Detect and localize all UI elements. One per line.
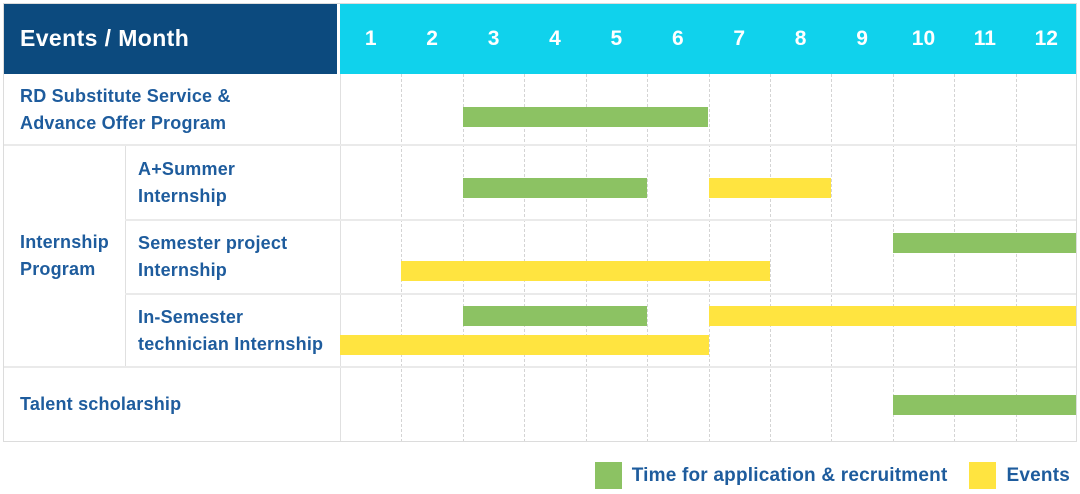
gridline-month-5 [647,74,649,442]
row-label-rd-substitute-service-line-2: Advance Offer Program [20,112,227,133]
month-header-4: 4 [549,26,561,50]
month-header-12: 12 [1034,26,1058,50]
month-header-6: 6 [671,26,684,50]
gridline-row-1-2 [3,144,1077,146]
month-header-8: 8 [794,26,807,50]
gridline-month-7 [769,74,771,442]
legend-swatch-events-icon [969,462,997,489]
gridline-month-2 [462,74,464,442]
gridline-month-8 [831,74,833,442]
gridline-month-4 [585,74,587,442]
bar-event-months-2-7 [401,261,770,281]
row-label-semester-project-internship: Semester project Internship [125,220,340,294]
month-header-1: 1 [364,26,377,50]
row-label-in-semester-technician-internship-line-1: In-Semester [138,306,244,327]
month-header-10: 10 [911,26,936,50]
month-header-2: 2 [426,26,438,50]
bar-recruitment-months-3-5 [462,178,648,198]
gridline-month-9 [892,74,894,442]
header-corner-cell: Events / Month [3,3,340,74]
gridline-months-left [340,74,341,442]
bar-recruitment-months-10-12 [892,233,1077,253]
gantt-table: Events / Month 1 2 3 4 5 6 7 8 9 10 11 12 RD Substi… [3,3,1077,442]
bar-recruitment-months-10-12 [892,395,1077,415]
row-label-in-semester-technician-internship: In-Semester technician Internship [125,294,340,367]
legend-label-recruitment: Time for application & recruitment [631,464,948,486]
row-label-talent-scholarship-line-1: Talent scholarship [20,394,182,414]
gridline-month-6 [708,74,710,442]
group-label-internship-program-line-2: Program [20,259,96,279]
row-label-a-plus-summer-internship-line-2: Internship [138,185,228,206]
legend: Time for application & recruitment Event… [594,462,1070,489]
gridline-row-4-5 [3,366,1077,368]
legend-label-events: Events [1006,464,1070,486]
month-header-9: 9 [856,26,868,50]
month-header-5: 5 [610,26,623,50]
bar-event-months-7-12 [708,306,1077,326]
row-label-in-semester-technician-internship-line-2: technician Internship [138,333,324,354]
row-label-semester-project-internship-line-2: Internship [138,260,228,280]
table-header-row: Events / Month 1 2 3 4 5 6 7 8 9 10 11 12 [3,3,1077,74]
row-label-rd-substitute-service-line-1: RD Substitute Service & [20,85,231,106]
group-label-internship-program: Internship Program [3,145,125,367]
row-label-rd-substitute-service: RD Substitute Service & Advance Offer Pro… [3,74,340,145]
gridline-month-11 [1015,74,1017,442]
row-label-a-plus-summer-internship-line-1: A+Summer [138,158,236,179]
gridline-row-3-4 [125,293,1077,295]
bar-event-months-7-8 [708,178,832,198]
legend-item-events: Events [969,462,1070,489]
month-header-3: 3 [487,26,500,50]
gridline-month-1 [401,74,403,442]
row-label-semester-project-internship-line-1: Semester project [138,233,288,253]
gridline-month-3 [524,74,526,442]
gridline-row-2-3 [125,219,1077,221]
bar-event-months-1-6 [340,335,709,355]
gridline-group-divider [125,145,126,367]
row-label-a-plus-summer-internship: A+Summer Internship [125,145,340,220]
gridline-month-10 [954,74,956,442]
month-header-7: 7 [733,26,746,50]
bar-recruitment-months-3-5 [462,306,648,326]
month-header-11: 11 [973,26,996,50]
month-header-band: 1 2 3 4 5 6 7 8 9 10 11 12 [340,3,1077,74]
row-label-talent-scholarship: Talent scholarship [3,367,340,442]
legend-item-recruitment: Time for application & recruitment [594,462,948,489]
bar-recruitment-months-3-6 [462,107,709,127]
header-corner-label: Events / Month [20,25,190,51]
group-label-internship-program-line-1: Internship [20,232,110,252]
legend-swatch-recruitment-icon [594,462,622,489]
